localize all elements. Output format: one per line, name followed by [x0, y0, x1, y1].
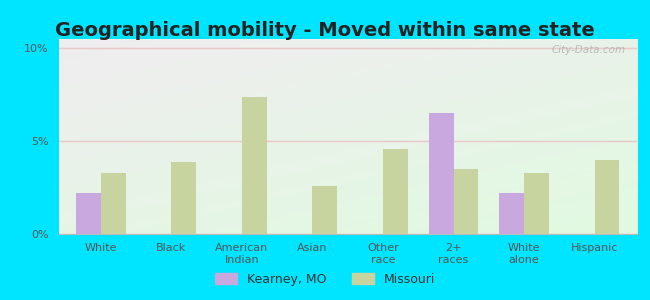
Bar: [172, 162, 196, 234]
Bar: [595, 160, 619, 234]
Bar: [101, 173, 125, 234]
Text: Geographical mobility - Moved within same state: Geographical mobility - Moved within sam…: [55, 21, 595, 40]
Bar: [242, 97, 266, 234]
Bar: [524, 173, 549, 234]
Text: City-Data.com: City-Data.com: [551, 45, 625, 55]
Bar: [383, 148, 408, 234]
Bar: [429, 113, 454, 234]
Legend: Kearney, MO, Missouri: Kearney, MO, Missouri: [209, 268, 441, 291]
Bar: [313, 186, 337, 234]
Bar: [499, 193, 524, 234]
Bar: [454, 169, 478, 234]
Bar: [76, 193, 101, 234]
